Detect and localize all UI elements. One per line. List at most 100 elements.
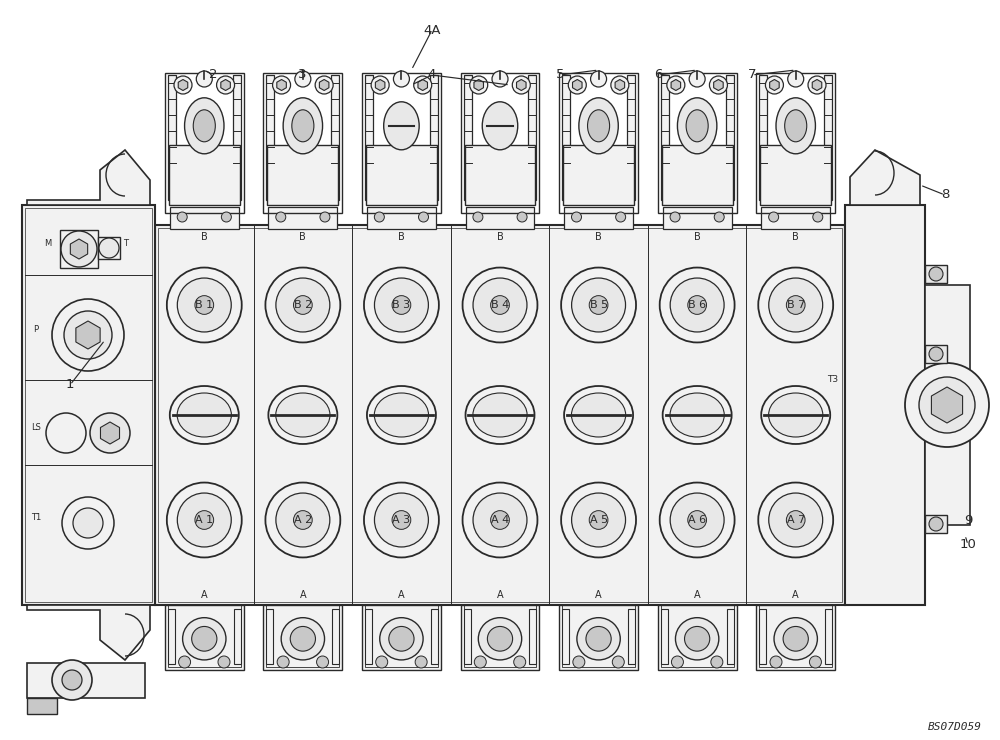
Bar <box>658 73 737 213</box>
Bar <box>562 609 569 664</box>
Bar <box>559 605 638 670</box>
Ellipse shape <box>283 98 323 154</box>
Circle shape <box>671 656 683 668</box>
Circle shape <box>419 212 429 222</box>
Circle shape <box>293 296 312 314</box>
Circle shape <box>611 76 629 94</box>
Circle shape <box>317 656 329 668</box>
Ellipse shape <box>193 110 215 142</box>
Bar <box>726 75 734 200</box>
Bar <box>60 230 98 268</box>
Circle shape <box>670 493 724 547</box>
Bar <box>756 73 835 213</box>
Polygon shape <box>221 79 230 90</box>
Circle shape <box>221 212 231 222</box>
Circle shape <box>52 660 92 700</box>
Bar <box>365 605 438 667</box>
Bar <box>267 145 338 205</box>
Bar <box>760 145 831 205</box>
Ellipse shape <box>177 393 231 437</box>
Ellipse shape <box>192 627 217 651</box>
Ellipse shape <box>579 98 618 154</box>
Text: BS07D059: BS07D059 <box>928 722 982 732</box>
Circle shape <box>265 482 340 557</box>
Bar <box>562 605 635 667</box>
Ellipse shape <box>473 393 527 437</box>
Circle shape <box>786 511 805 529</box>
Polygon shape <box>770 79 779 90</box>
Ellipse shape <box>478 618 522 660</box>
Bar <box>559 73 638 213</box>
Circle shape <box>616 212 626 222</box>
Circle shape <box>711 656 723 668</box>
Ellipse shape <box>677 98 717 154</box>
Text: T3: T3 <box>827 375 839 385</box>
Text: 10: 10 <box>960 539 976 551</box>
Circle shape <box>929 517 943 531</box>
Polygon shape <box>277 79 286 90</box>
Circle shape <box>473 493 527 547</box>
Bar <box>925 285 970 525</box>
Bar <box>464 75 472 200</box>
Text: LS: LS <box>31 423 41 431</box>
Circle shape <box>52 299 124 371</box>
Bar <box>155 225 845 605</box>
Text: A: A <box>497 590 503 600</box>
Text: 7: 7 <box>748 69 756 81</box>
Ellipse shape <box>776 98 815 154</box>
Polygon shape <box>27 605 150 660</box>
Ellipse shape <box>783 627 808 651</box>
Text: B: B <box>595 232 602 242</box>
Circle shape <box>463 482 537 557</box>
Circle shape <box>364 268 439 343</box>
Text: A 2: A 2 <box>294 515 312 525</box>
Bar <box>168 609 175 664</box>
Polygon shape <box>418 79 427 90</box>
Text: B: B <box>792 232 799 242</box>
Circle shape <box>786 296 805 314</box>
Bar <box>759 609 766 664</box>
Text: M: M <box>44 238 52 247</box>
Circle shape <box>688 296 707 314</box>
Circle shape <box>473 212 483 222</box>
Bar <box>362 73 441 213</box>
Text: B: B <box>201 232 208 242</box>
Circle shape <box>315 76 333 94</box>
Text: A 6: A 6 <box>688 515 706 525</box>
Text: B: B <box>497 232 503 242</box>
Bar <box>727 609 734 664</box>
Bar <box>263 605 342 670</box>
Bar <box>663 207 732 229</box>
Circle shape <box>561 482 636 557</box>
Bar <box>759 75 767 200</box>
Text: T1: T1 <box>31 513 41 522</box>
Ellipse shape <box>389 627 414 651</box>
Polygon shape <box>517 79 526 90</box>
Polygon shape <box>319 79 329 90</box>
Circle shape <box>514 656 526 668</box>
Text: 2: 2 <box>209 69 217 81</box>
Bar <box>756 605 835 670</box>
Circle shape <box>470 76 488 94</box>
Circle shape <box>809 656 821 668</box>
Circle shape <box>919 377 975 433</box>
Text: B 4: B 4 <box>491 300 509 310</box>
Circle shape <box>688 511 707 529</box>
Circle shape <box>265 268 340 343</box>
Circle shape <box>196 71 212 87</box>
Ellipse shape <box>380 618 423 660</box>
Text: A: A <box>694 590 700 600</box>
Bar <box>430 75 438 200</box>
Bar <box>233 75 241 200</box>
Text: A 5: A 5 <box>590 515 608 525</box>
Circle shape <box>512 76 530 94</box>
Circle shape <box>177 278 231 332</box>
Circle shape <box>293 511 312 529</box>
Text: A: A <box>595 590 602 600</box>
Ellipse shape <box>183 618 226 660</box>
Bar <box>658 605 737 670</box>
Circle shape <box>46 413 86 453</box>
Circle shape <box>320 212 330 222</box>
Polygon shape <box>714 79 723 90</box>
Circle shape <box>491 511 509 529</box>
